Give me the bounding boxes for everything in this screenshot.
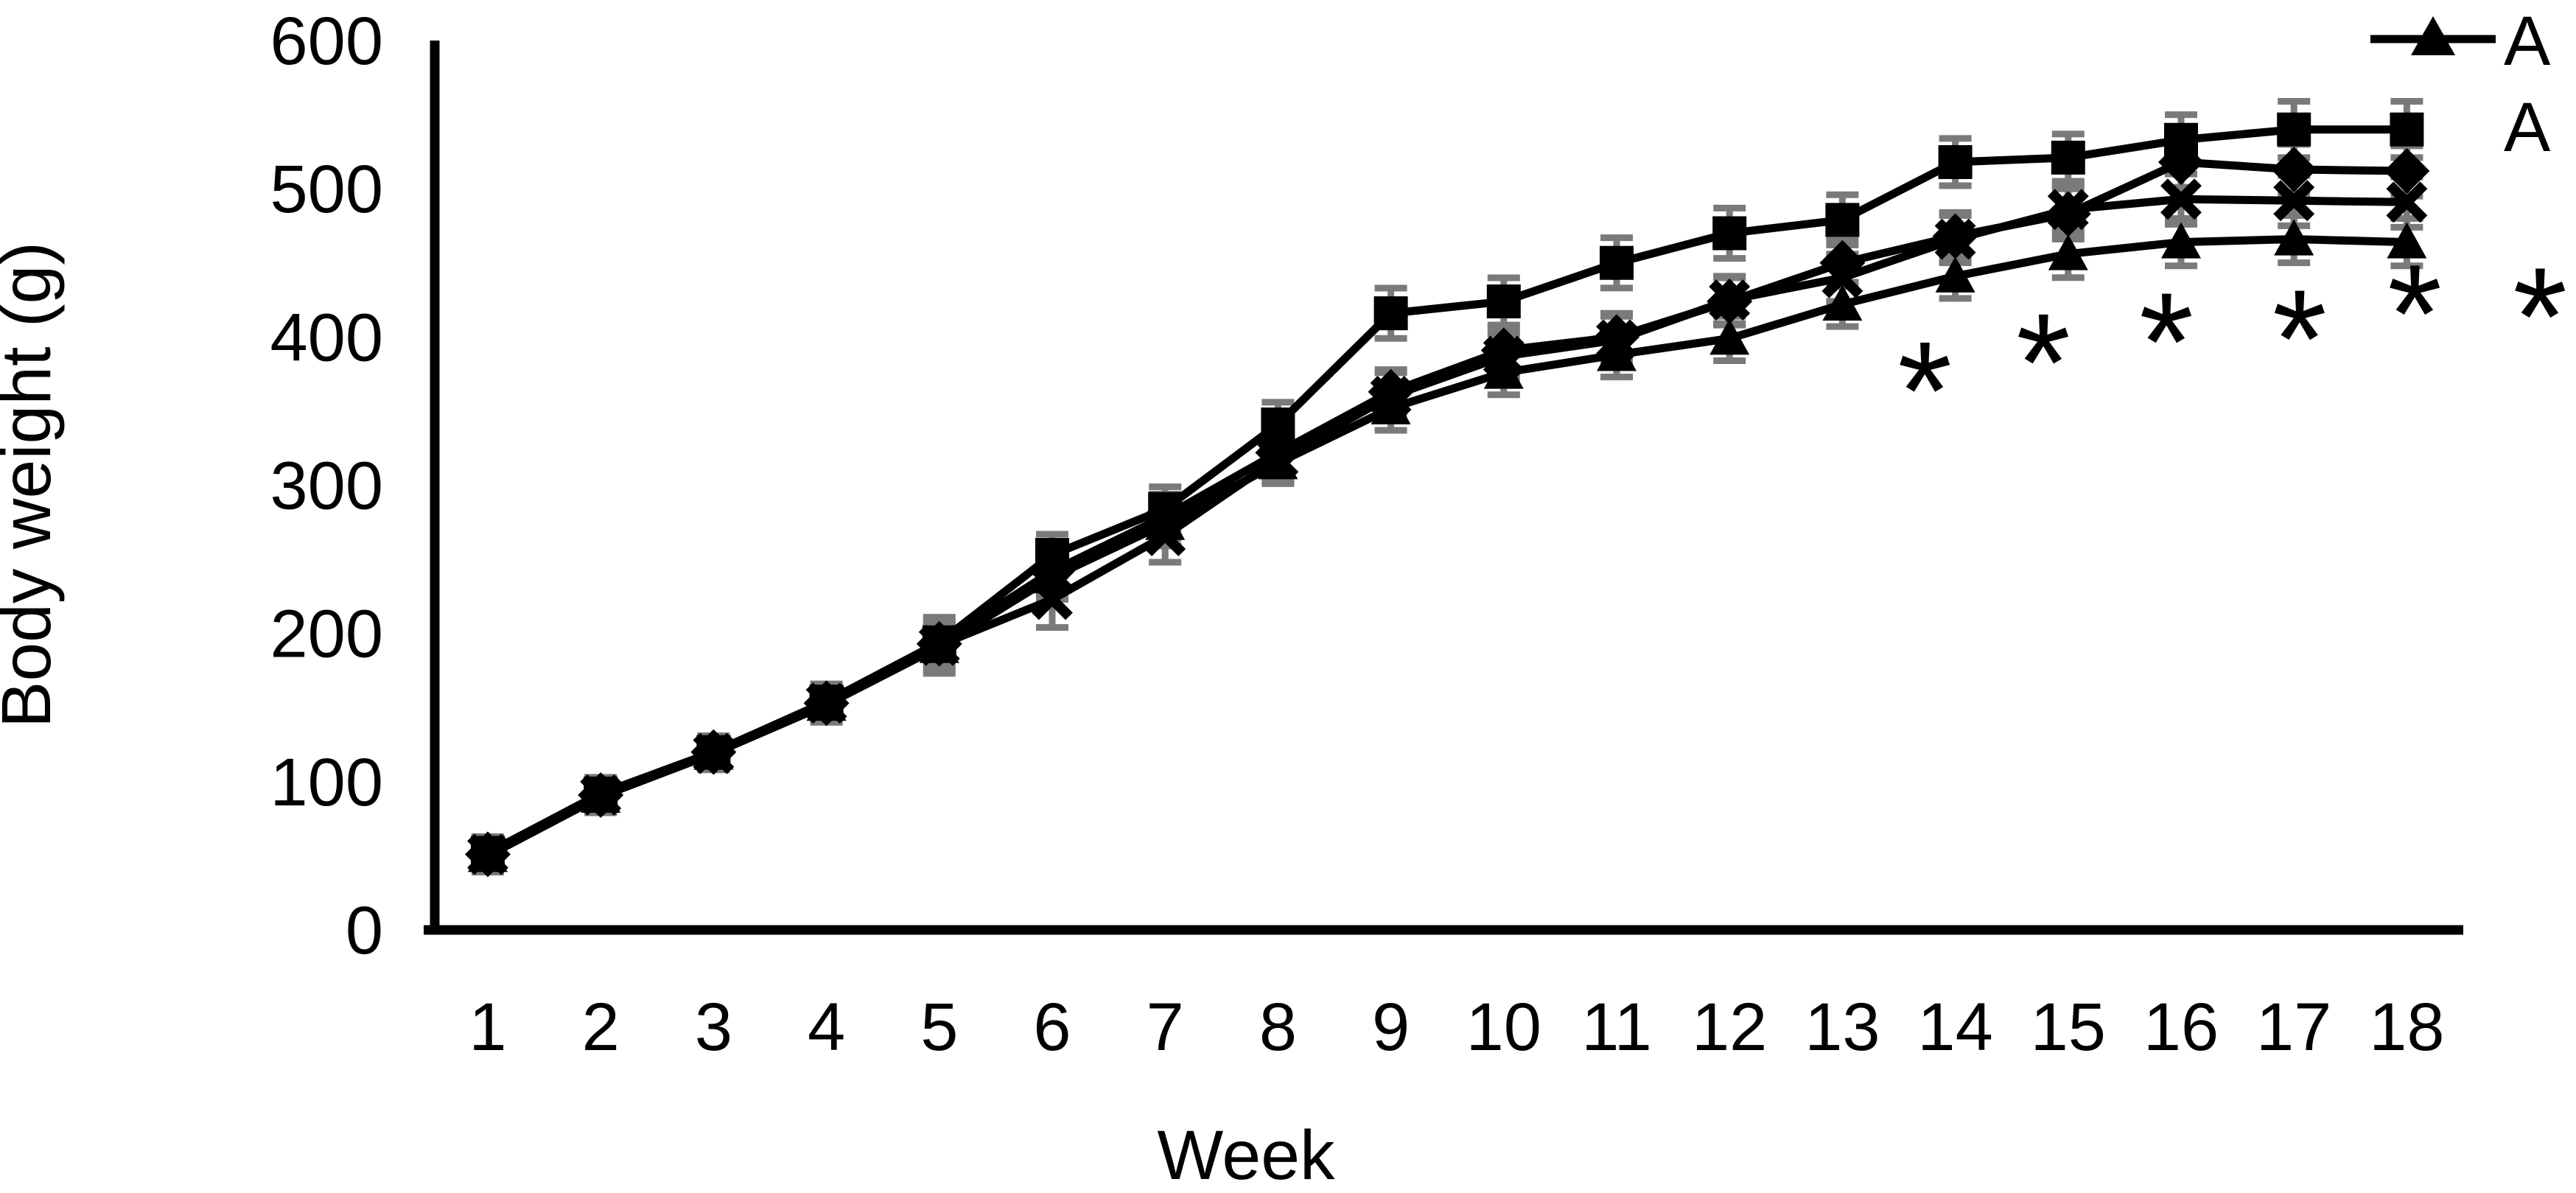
y-tick-label-200: 200 — [270, 597, 384, 672]
x-tick-label-17: 17 — [2256, 990, 2331, 1065]
y-axis-title: Body weight (g) — [0, 242, 66, 728]
marker-x — [2273, 180, 2315, 222]
x-tick-label-13: 13 — [1805, 990, 1880, 1065]
marker-square — [1373, 296, 1408, 331]
marker-x — [1934, 218, 1976, 260]
x-tick-label-6: 6 — [1033, 990, 1071, 1065]
marker-x — [1709, 279, 1751, 321]
marker-diamond — [1819, 239, 1866, 286]
marker-triangle — [2274, 219, 2314, 256]
x-tick-label-10: 10 — [1466, 990, 1541, 1065]
marker-triangle — [693, 733, 734, 770]
marker-triangle — [1145, 503, 1186, 540]
y-tick-label-500: 500 — [270, 152, 384, 227]
marker-square — [2051, 140, 2085, 175]
marker-diamond — [2158, 139, 2204, 185]
significance-asterisk: * — [2272, 261, 2327, 417]
legend-triangle-marker-icon — [2411, 16, 2455, 55]
marker-triangle — [1032, 557, 1072, 594]
series-markers-layer — [465, 112, 2430, 878]
x-tick-label-12: 12 — [1692, 990, 1767, 1065]
x-tick-label-1: 1 — [469, 990, 506, 1065]
marker-triangle — [2048, 234, 2088, 270]
significance-asterisk: * — [1897, 313, 1952, 469]
group-x-line — [486, 195, 2407, 858]
marker-square — [2390, 112, 2424, 147]
error-bars-layer — [472, 98, 2423, 875]
marker-diamond — [2384, 148, 2430, 195]
marker-triangle — [581, 776, 621, 813]
y-tick-label-600: 600 — [270, 4, 384, 79]
marker-x — [1821, 256, 1863, 298]
legend-label-2: A — [2504, 88, 2551, 167]
marker-triangle — [1935, 256, 1975, 293]
group-square-line — [486, 125, 2407, 857]
group-triangle-line — [486, 235, 2407, 860]
y-tick-label-400: 400 — [270, 300, 384, 375]
marker-triangle — [806, 685, 847, 721]
marker-triangle — [1597, 335, 1637, 371]
marker-x — [2386, 181, 2428, 223]
significance-asterisk: * — [2387, 236, 2442, 392]
x-tick-label-4: 4 — [808, 990, 845, 1065]
x-tick-label-2: 2 — [582, 990, 620, 1065]
x-tick-label-9: 9 — [1372, 990, 1410, 1065]
marker-triangle — [1258, 443, 1298, 480]
significance-asterisk: * — [2139, 264, 2194, 420]
x-tick-label-11: 11 — [1581, 990, 1652, 1065]
legend-label-1: A — [2504, 2, 2551, 80]
legend: A A — [2370, 2, 2551, 167]
marker-triangle — [919, 626, 959, 663]
y-tick-label-0: 0 — [346, 893, 383, 968]
significance-asterisk: * — [2016, 285, 2071, 441]
y-tick-label-100: 100 — [270, 745, 384, 820]
x-tick-label-15: 15 — [2031, 990, 2106, 1065]
x-tick-label-8: 8 — [1259, 990, 1297, 1065]
significance-asterisks-layer: * * * * * * — [1897, 236, 2567, 469]
x-tick-label-18: 18 — [2369, 990, 2444, 1065]
x-axis-title: Week — [1157, 1116, 1335, 1193]
series-lines-layer — [486, 125, 2407, 860]
marker-square — [1600, 245, 1634, 280]
marker-triangle — [2387, 222, 2427, 259]
marker-triangle — [1371, 388, 1411, 424]
marker-square — [1712, 216, 1747, 251]
marker-diamond — [2271, 147, 2317, 193]
x-tick-label-3: 3 — [695, 990, 732, 1065]
marker-triangle — [1709, 318, 1750, 355]
significance-asterisk: * — [2513, 239, 2567, 395]
x-tick-label-14: 14 — [1917, 990, 1992, 1065]
x-tick-label-16: 16 — [2143, 990, 2219, 1065]
marker-triangle — [468, 836, 508, 872]
marker-triangle — [1483, 352, 1524, 389]
marker-triangle — [1822, 284, 1863, 321]
y-tick-label-300: 300 — [270, 449, 384, 524]
marker-square — [1938, 144, 1973, 179]
marker-square — [1486, 284, 1521, 319]
x-tick-label-5: 5 — [920, 990, 958, 1065]
marker-square — [2277, 112, 2311, 147]
marker-square — [1825, 203, 1860, 237]
marker-triangle — [2161, 222, 2201, 259]
x-tick-label-7: 7 — [1147, 990, 1184, 1065]
group-diamond-line — [486, 158, 2407, 858]
marker-x — [2160, 178, 2202, 220]
marker-x — [2047, 189, 2089, 231]
